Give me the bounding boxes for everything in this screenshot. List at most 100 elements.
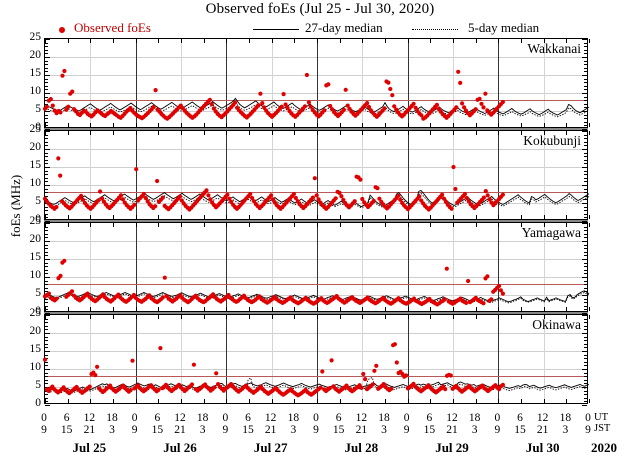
observed-point — [462, 105, 467, 110]
y-tick-label: 10 — [29, 361, 42, 373]
day-boundary-line — [135, 315, 137, 403]
observed-point — [318, 385, 323, 390]
y-minor-tick — [45, 280, 48, 282]
observed-point — [48, 97, 53, 102]
x-day-label: Jul 27 — [253, 440, 288, 455]
day-boundary-line — [317, 131, 318, 219]
x-tick-label-ut: 12 — [83, 412, 96, 424]
y-minor-tick — [584, 103, 587, 105]
observed-point — [98, 189, 103, 194]
gridline-horizontal — [45, 149, 587, 150]
x-tick — [498, 123, 500, 127]
y-minor-tick — [584, 298, 587, 300]
observed-point — [44, 104, 49, 109]
y-minor-tick — [45, 372, 48, 374]
observed-point — [270, 197, 276, 202]
x-tick-label-jst: 9 — [585, 424, 591, 436]
y-minor-tick — [45, 141, 48, 143]
x-tick — [475, 223, 477, 227]
reference-line — [45, 284, 587, 286]
y-tick-label: 20 — [29, 233, 42, 245]
y-tick — [582, 129, 587, 130]
x-tick — [385, 215, 386, 219]
y-minor-tick — [584, 372, 587, 374]
x-tick — [407, 39, 409, 43]
y-minor-tick — [584, 390, 587, 392]
x-tick — [589, 307, 590, 311]
x-tick-label-jst: 3 — [290, 424, 297, 436]
x-tick-label-ut: 6 — [517, 412, 523, 424]
y-tick-label: 25 — [29, 307, 42, 319]
y-minor-tick — [584, 60, 587, 62]
x-tick — [385, 315, 386, 319]
y-minor-tick — [45, 114, 48, 116]
x-tick — [385, 399, 386, 403]
gridline-vertical — [453, 315, 454, 403]
y-tick-label: 15 — [29, 159, 42, 171]
y-minor-tick — [45, 376, 48, 378]
y-minor-tick — [584, 96, 587, 98]
observed-point — [256, 103, 261, 108]
y-tick — [582, 221, 587, 222]
observed-point — [95, 364, 100, 369]
x-tick — [475, 215, 477, 219]
y-tick — [45, 75, 50, 76]
observed-point — [394, 360, 399, 365]
x-tick — [589, 39, 590, 43]
observed-point — [413, 105, 418, 110]
gridline-vertical — [543, 223, 545, 311]
y-minor-tick — [584, 118, 587, 120]
y-minor-tick — [45, 401, 48, 403]
y-minor-tick — [584, 217, 587, 219]
y-minor-tick — [45, 145, 48, 147]
observed-point — [143, 195, 148, 201]
x-tick — [339, 307, 341, 311]
x-tick — [317, 223, 318, 227]
observed-point — [377, 196, 382, 201]
x-tick — [317, 39, 318, 43]
y-minor-tick — [584, 273, 587, 275]
x-tick — [317, 307, 318, 311]
gridline-horizontal — [45, 295, 587, 296]
y-minor-tick — [45, 336, 48, 338]
x-tick — [135, 223, 137, 227]
x-tick — [385, 39, 386, 43]
x-tick — [498, 315, 500, 319]
x-tick — [271, 131, 273, 135]
panel-okinawa: Okinawa — [42, 314, 590, 406]
x-tick-label-jst: 9 — [494, 424, 501, 436]
y-minor-tick — [584, 397, 587, 399]
y-tick — [582, 277, 587, 278]
legend-label-5day: 5-day median — [468, 20, 540, 35]
observed-point — [375, 186, 380, 191]
y-minor-tick — [45, 343, 48, 345]
day-boundary-line — [226, 131, 228, 219]
y-tick — [582, 315, 587, 316]
x-tick — [294, 215, 296, 219]
y-minor-tick — [45, 322, 48, 324]
observed-point — [500, 291, 505, 296]
observed-point — [343, 87, 348, 92]
x-tick-label-jst: 9 — [131, 424, 138, 436]
gridline-vertical — [181, 315, 182, 403]
y-minor-tick — [584, 213, 587, 215]
y-minor-tick — [584, 347, 587, 349]
observed-point — [281, 92, 286, 97]
y-minor-tick — [45, 365, 48, 367]
x-tick — [475, 399, 477, 403]
y-minor-tick — [45, 354, 48, 356]
y-tick — [45, 277, 50, 278]
observed-point — [160, 195, 165, 200]
observed-point — [481, 105, 486, 110]
y-minor-tick — [45, 46, 48, 48]
y-minor-tick — [45, 361, 48, 363]
y-minor-tick — [584, 125, 587, 127]
observed-point — [260, 101, 265, 106]
observed-point — [69, 289, 75, 294]
y-minor-tick — [584, 192, 587, 194]
x-tick — [90, 307, 92, 311]
median-5day-line — [44, 102, 590, 118]
observed-point — [462, 191, 467, 197]
day-boundary-line — [407, 223, 409, 311]
y-minor-tick — [584, 85, 587, 87]
